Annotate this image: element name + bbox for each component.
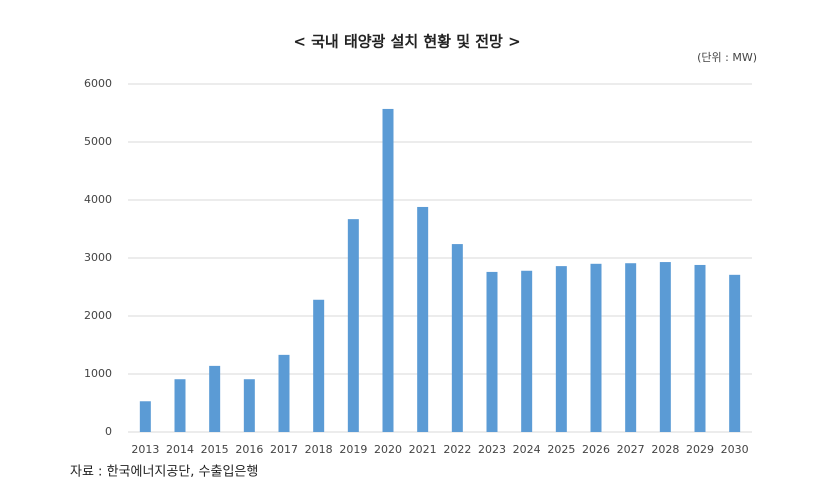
bar [139, 401, 151, 432]
x-tick-label: 2014 [166, 443, 194, 456]
bar [694, 264, 706, 432]
bar [590, 263, 602, 432]
bar [347, 219, 359, 432]
y-tick-label: 0 [105, 425, 112, 438]
x-tick-label: 2027 [617, 443, 645, 456]
bar [313, 299, 325, 432]
x-tick-label: 2028 [651, 443, 679, 456]
bar [729, 274, 741, 432]
bar [278, 354, 290, 432]
x-tick-label: 2025 [547, 443, 575, 456]
y-tick-label: 2000 [84, 309, 112, 322]
y-tick-label: 6000 [84, 77, 112, 90]
x-tick-label: 2015 [201, 443, 229, 456]
bar [555, 266, 567, 432]
x-tick-label: 2013 [131, 443, 159, 456]
source-note: 자료 : 한국에너지공단, 수출입은행 [70, 464, 258, 480]
x-tick-label: 2020 [374, 443, 402, 456]
x-tick-label: 2016 [235, 443, 263, 456]
x-tick-label: 2019 [339, 443, 367, 456]
x-tick-label: 2017 [270, 443, 298, 456]
bar [382, 108, 394, 432]
y-tick-label: 4000 [84, 193, 112, 206]
x-tick-label: 2026 [582, 443, 610, 456]
y-tick-label: 5000 [84, 135, 112, 148]
bar [486, 271, 498, 432]
x-tick-label: 2022 [443, 443, 471, 456]
x-tick-label: 2029 [686, 443, 714, 456]
bar [659, 262, 671, 432]
chart-title: < 국내 태양광 설치 현황 및 전망 > [293, 33, 520, 51]
x-tick-label: 2030 [721, 443, 749, 456]
bar [521, 270, 533, 432]
y-tick-label: 3000 [84, 251, 112, 264]
x-tick-label: 2024 [513, 443, 541, 456]
y-tick-label: 1000 [84, 367, 112, 380]
bar [174, 379, 186, 432]
x-tick-label: 2023 [478, 443, 506, 456]
bar [209, 365, 221, 432]
unit-label: (단위 : MW) [697, 51, 757, 64]
bar [625, 263, 637, 432]
x-tick-label: 2021 [409, 443, 437, 456]
x-tick-label: 2018 [305, 443, 333, 456]
bar [451, 244, 463, 432]
bar [243, 379, 255, 432]
bar [417, 206, 429, 432]
